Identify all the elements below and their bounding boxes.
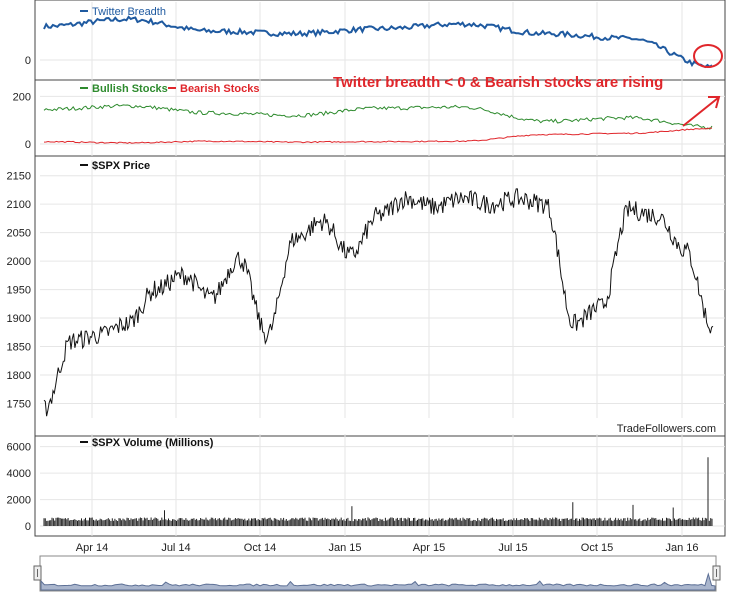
y-tick-labels: 0200021502100205020001950190018501800175… [7, 55, 31, 533]
legend-label-bullish: Bullish Stocks [92, 83, 168, 95]
x-tick-label: Oct 14 [244, 542, 276, 554]
y-tick-label: 0 [25, 139, 31, 151]
x-tick-label: Apr 14 [76, 542, 108, 554]
annotation-arrow-head [708, 96, 721, 109]
annotation-circle [693, 44, 723, 68]
x-tick-label: Jan 15 [328, 542, 361, 554]
legend-label-price: $SPX Price [92, 160, 150, 172]
y-tick-label: 200 [13, 91, 31, 103]
x-tick-label: Apr 15 [413, 542, 445, 554]
y-tick-label: 2100 [7, 199, 31, 211]
y-tick-label: 1900 [7, 313, 31, 325]
y-tick-label: 4000 [7, 468, 31, 480]
panel-price-frame [34, 155, 726, 437]
legend-volume: $SPX Volume (Millions) [80, 437, 214, 449]
x-tick-label: Jan 16 [665, 542, 698, 554]
navigator-volume-area [40, 572, 716, 591]
legend-label-bearish: Bearish Stocks [180, 83, 259, 95]
y-tick-label: 1750 [7, 398, 31, 410]
legend-breadth: Twitter Breadth [80, 6, 166, 18]
legend-label-breadth: Twitter Breadth [92, 6, 166, 18]
series-layer [43, 15, 714, 526]
series-line-bearish-stocks [43, 127, 713, 144]
legend-label-volume: $SPX Volume (Millions) [92, 437, 214, 449]
legend-price: $SPX Price [80, 160, 150, 172]
y-tick-label: 2000 [7, 495, 31, 507]
y-tick-label: 0 [25, 55, 31, 67]
y-tick-label: 1850 [7, 342, 31, 354]
x-tick-label: Oct 15 [581, 542, 613, 554]
y-tick-label: 6000 [7, 442, 31, 454]
annotation-arrow-shaft [682, 97, 719, 127]
x-tick-label: Jul 15 [498, 542, 527, 554]
y-tick-label: 1800 [7, 370, 31, 382]
series-line-bullish-stocks [43, 103, 713, 130]
annotation-arrow [682, 96, 721, 127]
series-line-spx-price [43, 188, 714, 417]
grid-layer [40, 2, 725, 536]
y-tick-label: 1950 [7, 285, 31, 297]
y-tick-label: 2150 [7, 171, 31, 183]
x-axis-tick-labels: Apr 14 Jul 14 Oct 14 Jan 15 Apr 15 Jul 15 Oct … [76, 542, 699, 554]
y-tick-label: 2000 [7, 256, 31, 268]
y-tick-label: 0 [25, 521, 31, 533]
x-tick-label: Jul 14 [161, 542, 190, 554]
annotation-text: Twitter breadth < 0 & Bearish stocks are… [333, 74, 663, 91]
range-navigator[interactable] [33, 555, 721, 592]
y-tick-label: 2050 [7, 228, 31, 240]
watermark-text: TradeFollowers.com [617, 423, 716, 435]
series-line-twitter-breadth [43, 15, 713, 69]
legend-sentiment: Bullish Stocks Bearish Stocks [80, 83, 259, 95]
